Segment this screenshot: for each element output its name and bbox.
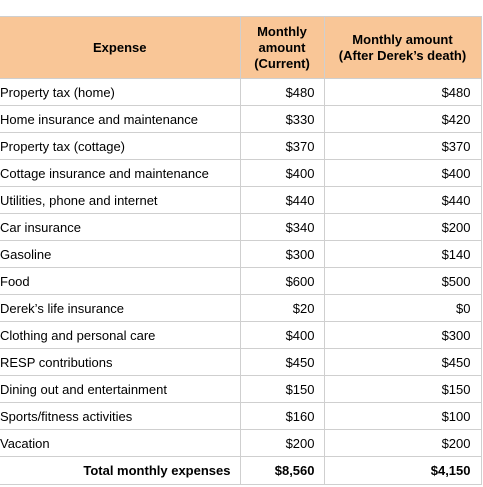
expense-cell: Utilities, phone and internet (0, 186, 240, 214)
current-amount-cell: $150 (239, 375, 324, 403)
current-amount-cell: $400 (239, 321, 324, 349)
expense-cell: Property tax (home) (0, 78, 240, 106)
table-row: Property tax (home) $480 $480 (0, 78, 482, 106)
header-monthly-current: Monthly amount (Current) (239, 16, 324, 79)
current-amount-cell: $160 (239, 402, 324, 430)
expense-cell: Sports/fitness activities (0, 402, 240, 430)
expense-table: Expense Monthly amount (Current) Monthly… (0, 16, 482, 485)
after-amount-cell: $150 (323, 375, 482, 403)
expense-cell: Vacation (0, 429, 240, 457)
current-amount-cell: $300 (239, 240, 324, 268)
table-row: Derek’s life insurance $20 $0 (0, 294, 482, 322)
expense-cell: Food (0, 267, 240, 295)
total-current-amount: $8,560 (239, 456, 324, 485)
current-amount-cell: $370 (239, 132, 324, 160)
expense-cell: Property tax (cottage) (0, 132, 240, 160)
after-amount-cell: $440 (323, 186, 482, 214)
after-amount-cell: $450 (323, 348, 482, 376)
expense-cell: Clothing and personal care (0, 321, 240, 349)
table-row: Vacation $200 $200 (0, 429, 482, 457)
expense-cell: Dining out and entertainment (0, 375, 240, 403)
table-row: Cottage insurance and maintenance $400 $… (0, 159, 482, 187)
after-amount-cell: $420 (323, 105, 482, 133)
expense-cell: RESP contributions (0, 348, 240, 376)
after-amount-cell: $500 (323, 267, 482, 295)
table-row: Utilities, phone and internet $440 $440 (0, 186, 482, 214)
after-amount-cell: $400 (323, 159, 482, 187)
table-row: Home insurance and maintenance $330 $420 (0, 105, 482, 133)
current-amount-cell: $200 (239, 429, 324, 457)
current-amount-cell: $450 (239, 348, 324, 376)
header-line: Monthly amount (352, 31, 453, 47)
expense-cell: Gasoline (0, 240, 240, 268)
total-row: Total monthly expenses $8,560 $4,150 (0, 456, 482, 485)
header-line: (After Derek’s death) (338, 47, 467, 63)
expense-cell: Home insurance and maintenance (0, 105, 240, 133)
current-amount-cell: $440 (239, 186, 324, 214)
table-row: RESP contributions $450 $450 (0, 348, 482, 376)
table-row: Dining out and entertainment $150 $150 (0, 375, 482, 403)
current-amount-cell: $600 (239, 267, 324, 295)
after-amount-cell: $200 (323, 429, 482, 457)
header-row: Expense Monthly amount (Current) Monthly… (0, 16, 482, 79)
current-amount-cell: $340 (239, 213, 324, 241)
table-row: Car insurance $340 $200 (0, 213, 482, 241)
current-amount-cell: $480 (239, 78, 324, 106)
after-amount-cell: $480 (323, 78, 482, 106)
total-after-amount: $4,150 (323, 456, 482, 485)
after-amount-cell: $300 (323, 321, 482, 349)
table-row: Gasoline $300 $140 (0, 240, 482, 268)
header-line: amount (258, 39, 306, 55)
table-row: Food $600 $500 (0, 267, 482, 295)
header-expense: Expense (0, 16, 240, 79)
current-amount-cell: $20 (239, 294, 324, 322)
total-label: Total monthly expenses (0, 456, 240, 485)
expense-cell: Car insurance (0, 213, 240, 241)
table-row: Property tax (cottage) $370 $370 (0, 132, 482, 160)
after-amount-cell: $0 (323, 294, 482, 322)
expense-cell: Derek’s life insurance (0, 294, 240, 322)
after-amount-cell: $370 (323, 132, 482, 160)
after-amount-cell: $100 (323, 402, 482, 430)
table-row: Sports/fitness activities $160 $100 (0, 402, 482, 430)
expense-cell: Cottage insurance and maintenance (0, 159, 240, 187)
after-amount-cell: $200 (323, 213, 482, 241)
after-amount-cell: $140 (323, 240, 482, 268)
current-amount-cell: $400 (239, 159, 324, 187)
current-amount-cell: $330 (239, 105, 324, 133)
header-line: (Current) (254, 55, 310, 71)
header-monthly-after: Monthly amount (After Derek’s death) (323, 16, 482, 79)
table-row: Clothing and personal care $400 $300 (0, 321, 482, 349)
header-line: Monthly (257, 23, 307, 39)
